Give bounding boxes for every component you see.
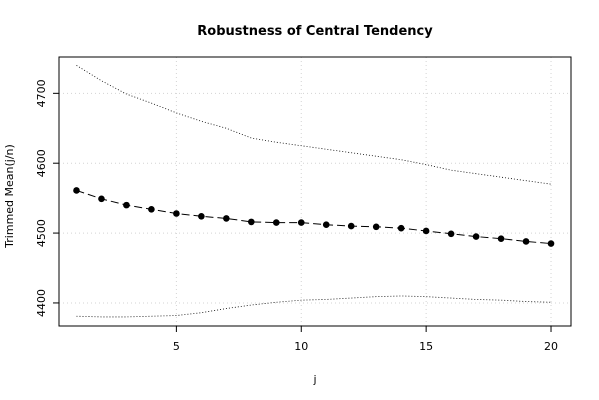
estimate-point (297, 219, 305, 226)
estimate-point (73, 187, 80, 194)
y-tick-label: 4400 (35, 289, 48, 317)
estimate-point (472, 233, 480, 240)
estimate-point (148, 206, 155, 213)
estimate-point (272, 219, 280, 226)
y-axis-label: Trimmed Mean(j/n) (3, 144, 16, 249)
estimate-point (397, 224, 405, 232)
lower-band-line (76, 295, 552, 318)
estimate-point (547, 240, 555, 247)
estimate-point (372, 223, 380, 231)
y-tick-label: 4700 (35, 79, 48, 107)
grid-layer (59, 57, 571, 326)
plot-frame (58, 56, 572, 327)
estimate-point (447, 230, 455, 238)
series-layer (73, 65, 555, 318)
y-tick-label: 4500 (35, 219, 48, 247)
estimate-point (123, 201, 130, 209)
estimate-line (76, 189, 552, 245)
estimate-point (322, 221, 330, 228)
x-tick-label: 5 (173, 340, 180, 353)
x-tick-label: 15 (419, 340, 433, 353)
x-tick-label: 10 (294, 340, 308, 353)
axes-layer: 5 10 15 20 4400 4500 4600 4700 (35, 79, 558, 353)
estimate-point (347, 222, 355, 230)
estimate-point (522, 238, 530, 245)
upper-band-line (76, 65, 552, 185)
chart-title: Robustness of Central Tendency (197, 24, 433, 39)
estimate-point (173, 210, 180, 217)
estimate-point (198, 213, 205, 220)
estimate-point (497, 235, 505, 242)
y-tick-label: 4600 (35, 149, 48, 177)
estimate-point (422, 227, 430, 235)
estimate-point (98, 195, 105, 203)
x-tick-label: 20 (544, 340, 558, 353)
estimate-point (248, 218, 255, 226)
estimate-point (223, 215, 230, 222)
x-axis-label: j (312, 373, 316, 386)
